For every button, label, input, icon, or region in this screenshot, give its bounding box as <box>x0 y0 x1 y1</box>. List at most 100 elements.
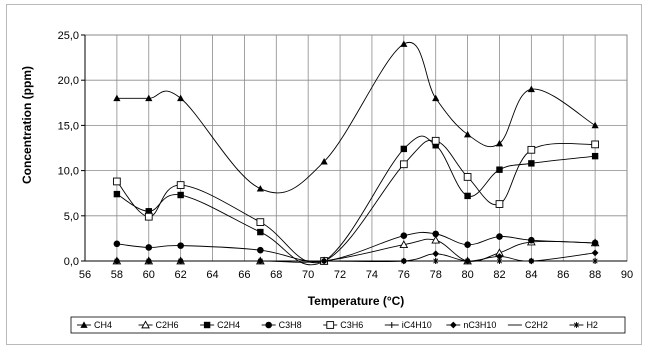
data-point-c3h6 <box>431 136 440 145</box>
data-point-c3h8 <box>464 241 471 249</box>
data-point-h2 <box>496 258 503 264</box>
legend-marker-nc3h10 <box>449 321 457 329</box>
x-tick-label: 74 <box>366 269 378 281</box>
data-point-h2 <box>464 258 471 264</box>
x-tick-label: 70 <box>302 269 314 281</box>
series-line-c3h8 <box>116 231 596 262</box>
y-tick-label: 10,0 <box>58 166 79 178</box>
x-tick-label: 56 <box>79 269 91 281</box>
data-point-ch4 <box>320 157 328 165</box>
x-tick-label: 86 <box>557 269 569 281</box>
data-point-h2 <box>113 258 120 264</box>
legend-marker-c2h6 <box>141 320 150 329</box>
legend-label-ic4h10: iC4H10 <box>402 320 432 330</box>
data-point-c2h4 <box>145 208 152 215</box>
data-point-h2 <box>321 258 328 264</box>
data-point-h2 <box>145 258 152 264</box>
data-point-ch4 <box>177 94 185 102</box>
data-point-ch4 <box>591 121 599 129</box>
legend-label-nc3h10: nC3H10 <box>463 320 496 330</box>
data-point-c2h4 <box>496 166 503 173</box>
data-point-c3h6 <box>527 145 536 154</box>
legend-marker-ch4 <box>80 321 88 328</box>
data-point-ch4 <box>256 185 264 192</box>
legend-label-c3h8: C3H8 <box>279 320 302 330</box>
y-tick-label: 20,0 <box>58 75 79 87</box>
data-point-c2h4 <box>591 152 599 160</box>
data-point-h2 <box>592 258 599 264</box>
data-point-c2h4 <box>528 160 535 167</box>
series-line-c2h4 <box>116 135 596 266</box>
data-point-c3h8 <box>177 242 184 249</box>
x-tick-label: 62 <box>175 269 187 281</box>
data-point-ch4 <box>495 139 504 147</box>
x-tick-label: 60 <box>143 269 155 281</box>
data-point-h2 <box>432 258 439 264</box>
x-tick-label: 88 <box>589 269 601 281</box>
data-point-ch4 <box>463 130 472 138</box>
data-point-c3h6 <box>399 160 408 169</box>
data-point-c3h8 <box>400 232 408 239</box>
legend-label-c3h6: C3H6 <box>340 320 363 330</box>
data-point-nc3h10 <box>591 249 599 257</box>
x-tick-label: 76 <box>398 269 410 281</box>
plot-area <box>84 34 628 262</box>
data-point-c2h4 <box>177 191 184 199</box>
data-point-c3h8 <box>257 246 264 254</box>
data-point-c3h8 <box>145 244 153 251</box>
legend-label-c2h6: C2H6 <box>156 320 179 330</box>
chart-frame: 56 58 60 62 64 66 68 70 72 74 76 78 80 82 84 86 88 90 0,0 5… <box>6 4 642 345</box>
data-point-ch4 <box>400 40 408 47</box>
x-tick-label: 66 <box>238 269 250 281</box>
legend-label-h2: H2 <box>586 320 598 330</box>
data-point-h2 <box>257 258 264 264</box>
x-tick-label: 90 <box>621 269 633 281</box>
data-point-c2h6 <box>399 240 409 249</box>
x-tick-label: 68 <box>270 269 282 281</box>
y-axis-title: Concentration (ppm) <box>20 66 34 184</box>
data-point-c3h8 <box>432 230 440 238</box>
chart-svg: 56 58 60 62 64 66 68 70 72 74 76 78 80 82 84 86 88 90 0,0 5… <box>20 30 633 334</box>
legend-marker-c3h8 <box>265 321 272 329</box>
data-point-ch4 <box>145 94 153 102</box>
data-point-c3h8 <box>496 233 503 240</box>
y-tick-label: 0,0 <box>64 256 79 268</box>
data-point-c2h4 <box>257 228 264 236</box>
data-point-c3h6 <box>495 200 504 208</box>
data-point-c3h8 <box>113 240 121 248</box>
legend-marker-c2h4 <box>203 321 211 329</box>
legend-marker-ic4h10 <box>388 322 395 328</box>
data-point-ch4 <box>527 85 535 93</box>
data-point-c2h6 <box>431 235 441 244</box>
data-point-h2 <box>177 258 184 264</box>
data-point-c3h6 <box>113 177 121 186</box>
legend-marker-h2 <box>573 322 580 328</box>
legend: CH4 C2H6 C2H4 C3H8 C3H6 iC4H10 nC3H10 C2H2 H2 <box>70 316 626 334</box>
data-point-h2 <box>400 258 407 264</box>
x-tick-label: 64 <box>206 269 218 281</box>
legend-label-c2h2: C2H2 <box>525 320 548 330</box>
series-markers <box>112 40 600 265</box>
data-point-ch4 <box>432 94 440 102</box>
legend-label-c2h4: C2H4 <box>217 320 240 330</box>
data-point-c3h6 <box>144 212 153 221</box>
data-point-c3h8 <box>591 239 599 247</box>
x-tick-label: 72 <box>334 269 346 281</box>
y-tick-label: 25,0 <box>58 30 79 42</box>
x-tick-label: 58 <box>111 269 123 281</box>
series-line-c3h6 <box>116 139 596 264</box>
data-point-c2h4 <box>400 145 408 153</box>
data-point-ch4 <box>113 94 121 102</box>
x-tick-label: 82 <box>493 269 505 281</box>
data-point-nc3h10 <box>496 253 503 260</box>
data-point-c3h6 <box>256 218 265 226</box>
legend-box <box>70 316 626 334</box>
x-tick-label: 84 <box>525 269 537 281</box>
data-point-c3h6 <box>591 140 599 149</box>
legend-label-ch4: CH4 <box>94 320 112 330</box>
x-tick-label: 78 <box>430 269 442 281</box>
grid <box>84 34 628 262</box>
y-tick-label: 15,0 <box>58 120 79 132</box>
x-tick-label: 80 <box>461 269 473 281</box>
data-point-nc3h10 <box>432 250 440 258</box>
